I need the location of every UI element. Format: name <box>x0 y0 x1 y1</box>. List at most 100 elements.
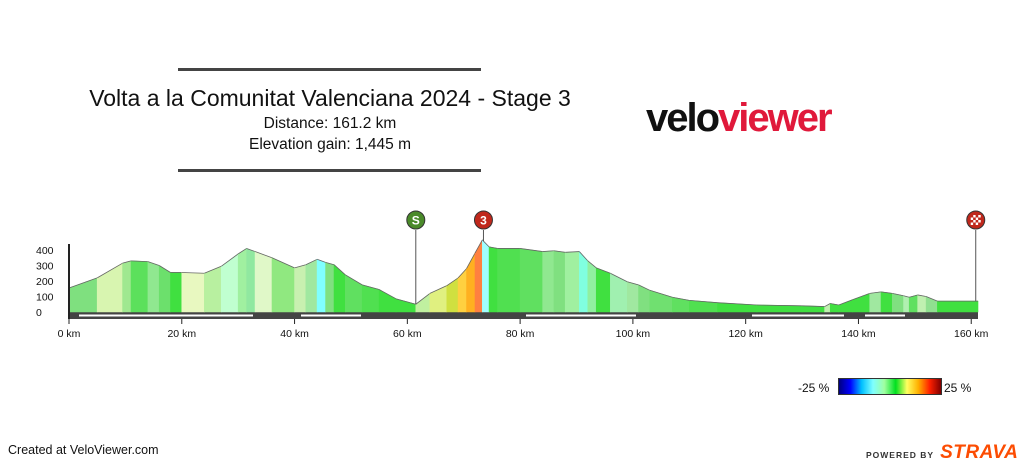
profile-outline <box>756 304 803 307</box>
base-strip-highlight <box>301 314 361 317</box>
profile-outline <box>316 258 326 263</box>
profile-segment <box>595 267 611 313</box>
profile-outline <box>181 272 205 274</box>
profile-segment <box>220 253 239 313</box>
profile-segment <box>181 272 205 313</box>
veloviewer-logo: veloviewer <box>646 96 833 141</box>
profile-outline <box>96 262 123 279</box>
profile-outline <box>333 264 346 276</box>
profile-segment <box>891 293 904 313</box>
profile-segment <box>908 294 918 313</box>
profile-outline <box>610 272 628 283</box>
profile-segment <box>204 265 222 313</box>
profile-outline <box>446 277 459 286</box>
profile-segment <box>488 246 498 313</box>
profile-segment <box>446 277 459 313</box>
profile-outline <box>553 250 566 253</box>
elevation-profile-chart: 400 300 200 100 0 0 km 20 km 40 km 60 km 80 km 10… <box>36 210 989 340</box>
y-tick-label: 400 <box>36 245 54 257</box>
marker-climb-category-badge <box>473 210 493 230</box>
finish-flag-cell <box>973 220 976 223</box>
profile-outline <box>596 267 611 274</box>
powered-by-label: POWERED BY <box>866 450 935 460</box>
profile-segment <box>122 260 132 313</box>
profile-segment <box>333 264 346 313</box>
profile-outline <box>415 293 431 305</box>
title-top-rule <box>178 68 481 71</box>
profile-outline <box>204 265 222 274</box>
profile-segment <box>316 258 326 313</box>
profile-segment <box>497 248 521 313</box>
y-axis: 400 300 200 100 0 <box>36 244 70 319</box>
profile-outline <box>457 268 467 279</box>
x-tick-label: 120 km <box>728 328 763 340</box>
finish-flag-cell <box>970 215 974 218</box>
profile-outline <box>917 294 927 297</box>
profile-segment <box>294 264 307 313</box>
profile-segment <box>237 247 247 313</box>
profile-outline <box>131 260 148 263</box>
gradient-legend: -25 % 25 % <box>798 378 998 398</box>
finish-flag-cell <box>973 222 976 225</box>
profile-segment <box>626 281 639 313</box>
base-strip-highlight <box>752 314 844 317</box>
profile-segment <box>564 251 580 313</box>
profile-segment <box>838 299 854 313</box>
finish-flag-cell <box>978 222 981 225</box>
profile-areas <box>68 238 979 319</box>
x-tick-label: 160 km <box>954 328 989 340</box>
x-tick-label: 100 km <box>616 328 651 340</box>
profile-outline <box>237 248 247 255</box>
profile-segment <box>147 261 160 313</box>
profile-outline <box>254 251 273 259</box>
finish-flag-cell <box>975 222 979 225</box>
profile-outline <box>909 294 918 298</box>
profile-segment <box>587 260 597 313</box>
profile-segment <box>466 252 476 313</box>
finish-flag-cell <box>978 215 981 218</box>
profile-outline <box>824 303 831 307</box>
profile-segment <box>378 289 397 313</box>
profile-segment <box>246 248 256 313</box>
x-tick-label: 40 km <box>280 328 309 340</box>
legend-min-label: -25 % <box>798 381 830 395</box>
elevation-gain-label: Elevation gain: 1,445 m <box>249 136 411 153</box>
base-strip-highlight <box>526 314 636 317</box>
y-tick-label: 300 <box>36 261 54 273</box>
finish-flag-cell <box>978 220 981 223</box>
finish-flag-cell <box>975 220 979 223</box>
profile-outline <box>271 257 295 269</box>
profile-segment <box>610 272 628 313</box>
y-tick-label: 0 <box>36 307 42 319</box>
profile-outline <box>122 260 132 264</box>
base-strip-highlight <box>865 314 905 317</box>
profile-segment <box>937 300 979 313</box>
profile-outline <box>892 293 904 297</box>
profile-outline <box>68 277 98 289</box>
profile-outline <box>520 248 543 252</box>
profile-segment <box>880 291 893 313</box>
credit-text: Created at VeloViewer.com <box>8 443 159 457</box>
profile-outline <box>869 291 882 294</box>
profile-outline <box>466 252 476 269</box>
profile-outline <box>838 299 853 306</box>
profile-segment <box>542 250 555 313</box>
finish-flag-cell <box>970 222 974 225</box>
profile-outline <box>429 285 447 294</box>
profile-outline <box>638 284 650 291</box>
profile-outline <box>378 289 397 300</box>
profile-outline <box>579 251 589 262</box>
profile-outline <box>717 302 757 306</box>
x-tick-label: 20 km <box>167 328 196 340</box>
finish-flag-cell <box>975 217 979 220</box>
x-tick-label: 60 km <box>393 328 422 340</box>
profile-outline <box>474 239 483 254</box>
profile-outline <box>925 296 938 302</box>
profile-segment <box>638 284 651 313</box>
profile-segment <box>519 248 543 313</box>
profile-segment <box>170 272 183 313</box>
title-bottom-rule <box>178 169 481 172</box>
profile-segment <box>130 260 149 313</box>
profile-outline <box>649 289 673 298</box>
profile-segment <box>345 274 363 313</box>
